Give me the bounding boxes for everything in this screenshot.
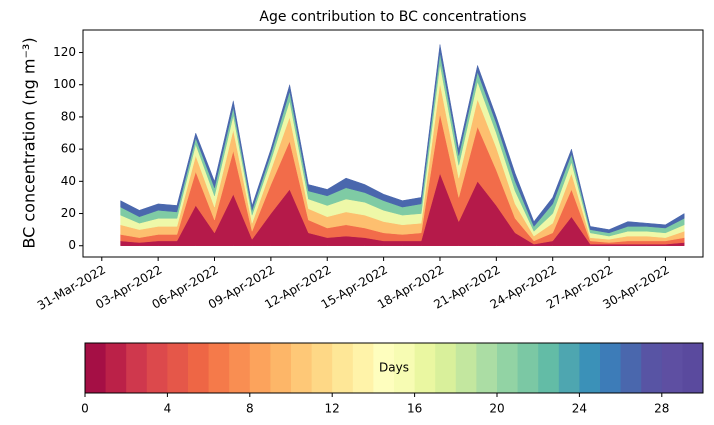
colorbar-swatch [538,343,560,393]
colorbar-swatch [435,343,457,393]
colorbar-swatch [270,343,292,393]
colorbar-tick-label: 8 [246,402,254,416]
colorbar-frame [84,342,704,394]
colorbar-swatch [394,343,416,393]
colorbar-tick-label: 28 [654,402,669,416]
y-tick-label: 120 [53,45,76,59]
colorbar-swatch [476,343,498,393]
y-tick-label: 40 [61,174,76,188]
colorbar-swatch [661,343,683,393]
chart-title: Age contribution to BC concentrations [259,9,526,25]
colorbar-tick-label: 12 [325,402,340,416]
colorbar-tick-label: 20 [489,402,504,416]
y-axis-label: BC concentration (ng m⁻³) [20,37,39,248]
colorbar-swatch [105,343,127,393]
colorbar-tick-label: 16 [407,402,422,416]
colorbar-swatch [600,343,622,393]
colorbar-swatch [352,343,374,393]
y-tick-label: 0 [68,238,76,252]
colorbar-swatch [455,343,477,393]
colorbar-swatch [167,343,189,393]
colorbar-swatch [620,343,642,393]
area-layer [120,44,685,234]
colorbar-swatch [558,343,580,393]
colorbar-swatch [311,343,333,393]
colorbar-swatch [641,343,663,393]
colorbar-swatch [291,343,313,393]
colorbar-swatch [208,343,230,393]
colorbar-swatch [146,343,168,393]
y-tick-label: 100 [53,77,76,91]
colorbar-swatch [373,343,395,393]
colorbar-swatch [517,343,539,393]
colorbar-swatch [249,343,271,393]
y-tick-label: 20 [61,206,76,220]
colorbar-swatch [126,343,148,393]
colorbar-tick-label: 4 [164,402,172,416]
colorbar-swatch [682,343,704,393]
colorbar-tick-label: 24 [572,402,587,416]
colorbar-swatch [579,343,601,393]
colorbar-swatch [229,343,251,393]
colorbar-label: Days [379,361,409,375]
colorbar-swatch [414,343,436,393]
colorbar-tick-label: 0 [81,402,89,416]
colorbar-swatch [497,343,519,393]
colorbar-swatch [188,343,210,393]
colorbar-swatch [332,343,354,393]
y-tick-label: 60 [61,142,76,156]
colorbar-swatch [85,343,107,393]
plot-frame [82,29,704,258]
y-tick-label: 80 [61,109,76,123]
